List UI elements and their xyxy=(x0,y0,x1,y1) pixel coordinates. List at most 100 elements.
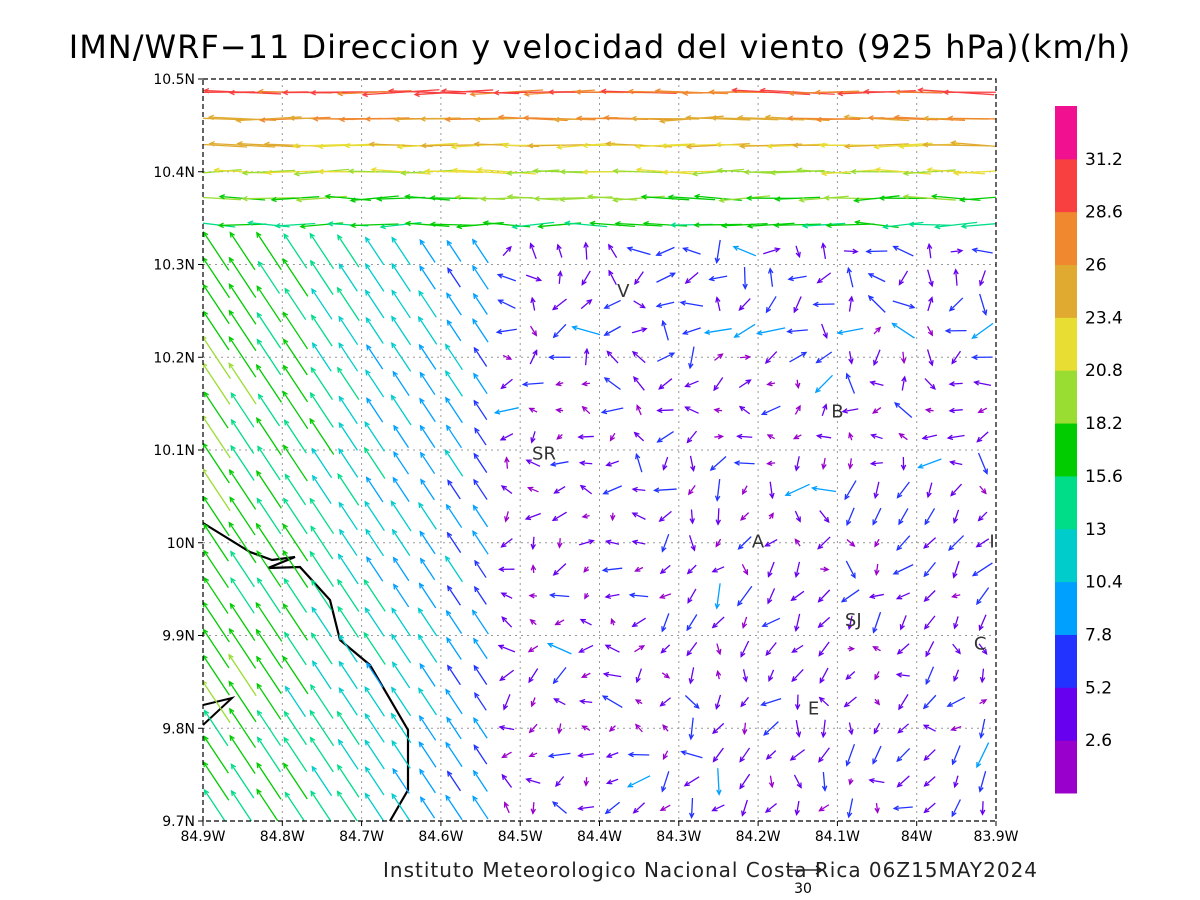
wind-vector xyxy=(548,354,571,361)
wind-vector xyxy=(720,222,768,229)
wind-vector xyxy=(795,720,802,738)
wind-vector xyxy=(845,670,856,681)
wind-vector xyxy=(865,248,888,255)
wind-vector xyxy=(557,723,563,735)
wind-vector xyxy=(922,724,936,732)
wind-vector xyxy=(847,458,854,470)
wind-vector xyxy=(979,485,987,495)
colorbar-label: 20.8 xyxy=(1085,361,1123,381)
wind-vector xyxy=(791,644,804,653)
wind-vector xyxy=(228,680,257,723)
wind-vector xyxy=(976,431,989,443)
wind-vector xyxy=(311,447,333,479)
wind-vector xyxy=(738,298,751,311)
wind-vector xyxy=(528,407,538,413)
wind-vector xyxy=(446,584,461,606)
wind-vector xyxy=(310,525,334,560)
wind-vector xyxy=(739,747,751,763)
wind-vector xyxy=(230,444,255,481)
wind-vector xyxy=(498,725,515,731)
wind-vector xyxy=(338,262,358,292)
wind-vector xyxy=(898,508,909,526)
wind-vector xyxy=(391,661,411,689)
wind-vector xyxy=(715,538,722,548)
coastline-path xyxy=(203,696,236,726)
wind-vector xyxy=(659,564,671,575)
wind-vector xyxy=(446,531,462,553)
wind-vector xyxy=(631,617,646,628)
wind-vector xyxy=(738,379,752,389)
wind-vector xyxy=(661,319,669,341)
wind-vector xyxy=(583,777,590,787)
x-tick-label: 84.3W xyxy=(656,829,701,845)
wind-vector xyxy=(786,328,808,335)
wind-vector xyxy=(311,474,332,504)
wind-vector xyxy=(794,456,800,472)
wind-vector xyxy=(759,87,835,95)
wind-vector xyxy=(203,788,226,821)
wind-vector xyxy=(256,788,279,821)
wind-vector xyxy=(366,397,384,423)
wind-vector xyxy=(787,275,807,282)
wind-vector xyxy=(950,248,964,254)
wind-vector xyxy=(746,222,795,229)
wind-vector xyxy=(446,716,462,740)
wind-vector xyxy=(924,378,936,391)
wind-vector xyxy=(203,709,229,747)
colorbar-swatch xyxy=(1055,158,1077,213)
wind-vector xyxy=(821,772,828,792)
wind-vector xyxy=(756,327,786,336)
wind-vector xyxy=(500,592,513,599)
wind-vector xyxy=(283,577,308,613)
wind-vector xyxy=(714,583,721,610)
wind-vector xyxy=(337,605,360,638)
wind-vector xyxy=(600,407,624,415)
wind-vector xyxy=(960,223,996,229)
wind-vector xyxy=(495,328,517,335)
wind-vector xyxy=(946,434,965,441)
wind-vector xyxy=(741,616,748,629)
wind-vector xyxy=(228,521,257,564)
wind-vector xyxy=(874,803,880,814)
wind-vector xyxy=(581,725,591,731)
colorbar-swatch xyxy=(1055,634,1077,688)
wind-vector xyxy=(846,798,854,819)
wind-vector xyxy=(817,616,831,629)
wind-vector xyxy=(417,633,438,663)
wind-vector xyxy=(311,579,333,612)
wind-vector xyxy=(419,530,436,555)
wind-vectors xyxy=(203,87,996,821)
wind-vector xyxy=(418,290,437,318)
wind-vector xyxy=(923,590,936,603)
wind-vector xyxy=(891,322,915,339)
colorbar-swatch xyxy=(1055,211,1077,266)
wind-vector xyxy=(895,592,911,600)
wind-vector xyxy=(444,369,463,397)
colorbar-label: 18.2 xyxy=(1085,414,1123,434)
wind-vector xyxy=(310,366,334,401)
x-tick-label: 84.5W xyxy=(498,829,543,845)
wind-vector xyxy=(473,399,488,421)
wind-vector xyxy=(923,802,936,814)
wind-vector xyxy=(309,709,335,747)
wind-vector xyxy=(364,606,385,637)
wind-vector xyxy=(953,268,959,286)
wind-vector xyxy=(950,725,962,732)
wind-vector xyxy=(583,566,590,573)
wind-vector xyxy=(282,762,308,800)
wind-vector xyxy=(228,707,257,749)
wind-vector xyxy=(256,577,282,614)
wind-vector xyxy=(821,457,827,470)
wind-vector xyxy=(901,375,907,391)
wind-vector xyxy=(979,801,986,816)
wind-vector xyxy=(283,419,307,454)
wind-vector xyxy=(256,417,282,456)
wind-vector xyxy=(364,712,385,743)
wind-vector xyxy=(282,444,308,482)
wind-vector xyxy=(741,564,749,576)
wind-vector xyxy=(236,141,301,148)
colorbar-swatch xyxy=(1055,581,1077,635)
city-label: SR xyxy=(532,443,556,464)
wind-vector xyxy=(898,432,908,441)
y-tick-label: 10.4N xyxy=(153,165,195,181)
